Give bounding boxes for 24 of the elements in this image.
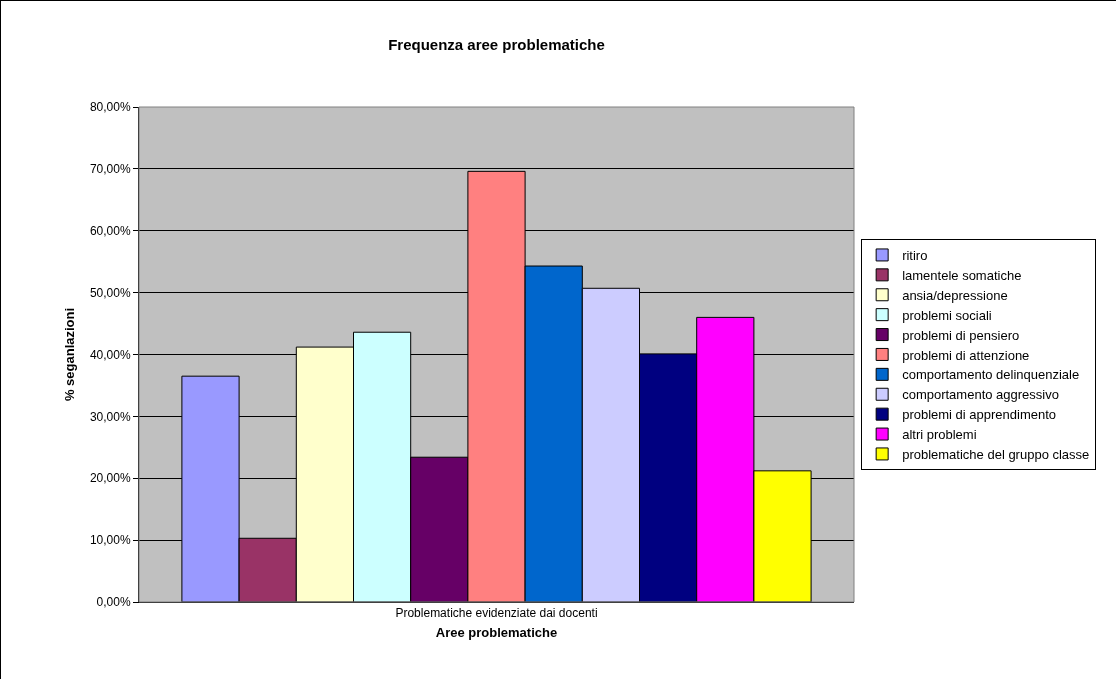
legend-label: altri problemi bbox=[902, 427, 977, 443]
legend-label: ritiro bbox=[902, 248, 928, 264]
y-axis-title: % seganlazioni bbox=[61, 307, 77, 402]
legend-label: problemi di attenzione bbox=[902, 347, 1030, 363]
legend-label: ansia/depressione bbox=[902, 287, 1008, 303]
legend-label: problemi di apprendimento bbox=[902, 407, 1057, 423]
y-tick-label: 70,00% bbox=[89, 162, 131, 177]
legend-label: lamentele somatiche bbox=[902, 267, 1022, 283]
y-tick-label: 10,00% bbox=[89, 533, 131, 548]
legend-label: problematiche del gruppo classe bbox=[902, 447, 1090, 463]
legend-label: problemi di pensiero bbox=[902, 327, 1020, 343]
y-tick-label: 50,00% bbox=[89, 285, 131, 300]
y-tick-label: 60,00% bbox=[89, 223, 131, 238]
y-tick-label: 20,00% bbox=[89, 471, 131, 486]
y-tick-label: 80,00% bbox=[89, 100, 131, 115]
y-tick-label: 30,00% bbox=[89, 409, 131, 424]
legend-label: comportamento delinquenziale bbox=[902, 367, 1080, 383]
legend-label: problemi sociali bbox=[902, 307, 992, 323]
x-tick-label: Problematiche evidenziate dai docenti bbox=[395, 606, 598, 621]
y-tick-label: 40,00% bbox=[89, 347, 131, 362]
legend-label: comportamento aggressivo bbox=[902, 387, 1059, 403]
x-axis-title: Aree problematiche bbox=[435, 625, 558, 640]
y-tick-label: 0,00% bbox=[96, 595, 131, 610]
chart-title: Frequenza aree problematiche bbox=[388, 36, 605, 54]
